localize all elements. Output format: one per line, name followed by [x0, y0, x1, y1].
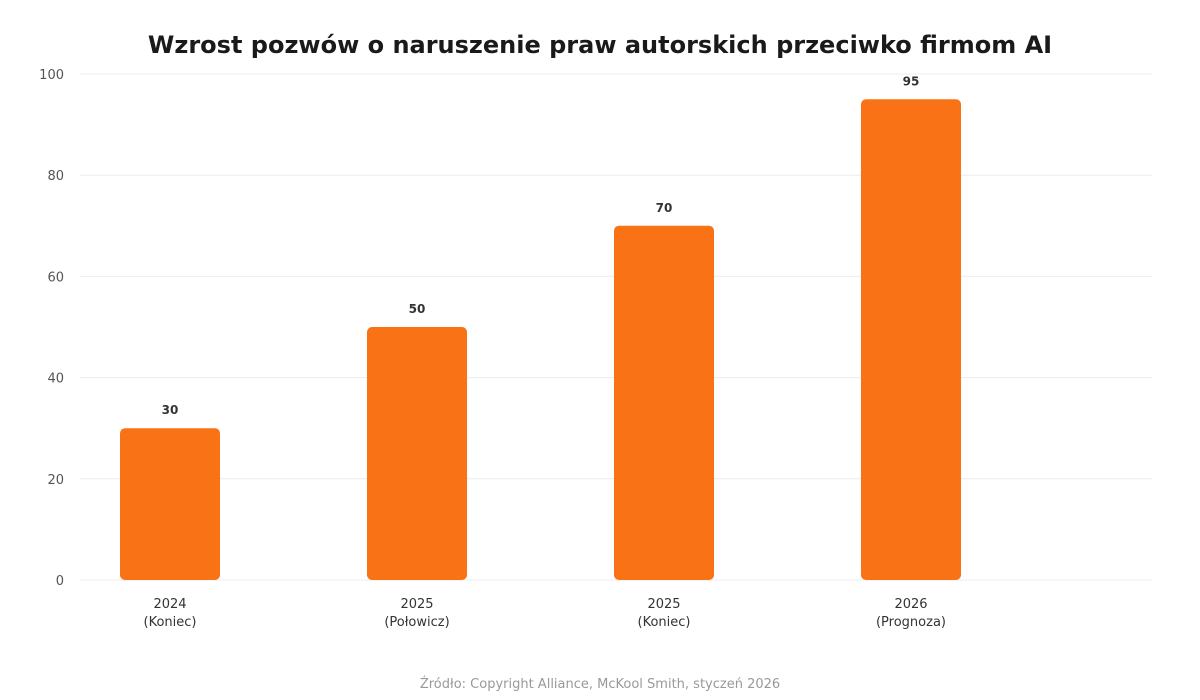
- x-category-label: 2026: [894, 597, 927, 612]
- bars: [120, 99, 961, 581]
- value-labels: 30 50 70 95: [162, 74, 920, 417]
- y-tick-label: 0: [56, 574, 64, 589]
- bar: [614, 225, 714, 581]
- x-axis-categories: 2024 (Koniec) 2025 (Połowicz) 2025 (Koniec) 20…: [144, 597, 947, 630]
- chart-title: Wzrost pozwów o naruszenie praw autorski…: [148, 31, 1052, 59]
- x-category-label: 2025: [647, 597, 680, 612]
- x-category-label: 2024: [153, 597, 186, 612]
- bar-value-label: 30: [162, 403, 179, 417]
- x-category-label: (Koniec): [638, 615, 691, 630]
- y-tick-label: 60: [47, 270, 64, 285]
- x-category-label: (Prognoza): [876, 615, 946, 630]
- y-axis-ticks: 0 20 40 60 80 100: [39, 68, 64, 589]
- source-note: Źródło: Copyright Alliance, McKool Smith…: [420, 676, 780, 692]
- bar-value-label: 70: [656, 201, 673, 215]
- y-tick-label: 20: [47, 473, 64, 488]
- x-category-label: (Połowicz): [384, 615, 449, 630]
- bar: [367, 327, 467, 580]
- y-tick-label: 40: [47, 372, 64, 387]
- x-category-label: 2025: [400, 597, 433, 612]
- bar-value-label: 95: [903, 74, 920, 88]
- bar: [120, 428, 220, 580]
- y-tick-label: 100: [39, 68, 64, 83]
- x-category-label: (Koniec): [144, 615, 197, 630]
- bar: [861, 99, 961, 581]
- y-tick-label: 80: [47, 169, 64, 184]
- bar-value-label: 50: [409, 302, 426, 316]
